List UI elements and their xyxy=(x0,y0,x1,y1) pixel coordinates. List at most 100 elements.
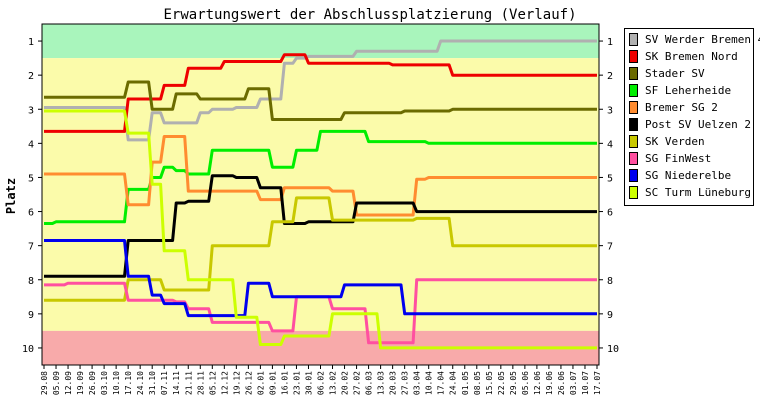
y-tick-label-left: 6 xyxy=(28,208,34,219)
x-tick-label: 08.05 xyxy=(473,371,482,395)
x-tick-label: 06.02 xyxy=(317,371,326,395)
y-ticks-right: 1 2 3 4 5 6 7 8 9 10 xyxy=(599,37,619,355)
legend-label: SG FinWest xyxy=(645,152,712,165)
x-tick-label: 23.01 xyxy=(293,371,302,395)
x-tick-label: 17.07 xyxy=(593,371,602,395)
y-tick-label-left: 8 xyxy=(28,276,34,287)
x-tick-label: 27.02 xyxy=(353,371,362,395)
series-line-1 xyxy=(44,53,597,133)
y-ticks-left: 1 2 3 4 5 6 7 8 9 10 xyxy=(22,37,42,355)
x-tick-label: 20.02 xyxy=(341,371,350,395)
x-tick-label: 05.09 xyxy=(52,371,61,395)
series-line-3 xyxy=(44,129,597,225)
x-tick-label: 19.09 xyxy=(76,371,85,395)
x-tick-label: 26.06 xyxy=(557,371,566,395)
x-tick-label: 27.03 xyxy=(401,371,410,395)
legend-label: SF Leherheide xyxy=(645,84,732,97)
legend-label: SK Verden xyxy=(645,135,705,148)
y-tick-label-right: 6 xyxy=(607,208,613,219)
y-tick-label-right: 9 xyxy=(607,310,613,321)
legend-swatch xyxy=(629,135,638,148)
y-tick-label-right: 4 xyxy=(607,139,613,150)
legend-label: SV Werder Bremen 4 xyxy=(645,33,760,46)
x-tick-label: 07.11 xyxy=(160,371,169,395)
y-tick-label-left: 2 xyxy=(28,71,34,82)
x-tick-label: 10.10 xyxy=(112,371,121,395)
x-tick-label: 05.12 xyxy=(208,371,217,395)
x-tick-label: 30.01 xyxy=(305,371,314,395)
band-1 xyxy=(42,58,599,331)
x-tick-label: 10.07 xyxy=(581,371,590,395)
x-tick-label: 01.05 xyxy=(461,371,470,395)
x-tick-label: 03.04 xyxy=(413,371,422,395)
legend-swatch xyxy=(629,67,638,80)
y-tick-label-right: 2 xyxy=(607,71,613,82)
x-tick-label: 15.05 xyxy=(485,371,494,395)
y-tick-label-right: 5 xyxy=(607,173,613,184)
legend-swatch xyxy=(629,169,638,182)
y-tick-label-right: 10 xyxy=(607,344,619,355)
x-ticks: 29.08 05.09 12.09 19.09 26.09 03.10 10.10 17.10… xyxy=(40,365,602,395)
legend-swatch xyxy=(629,101,638,114)
x-tick-label: 17.04 xyxy=(437,371,446,395)
x-tick-label: 12.06 xyxy=(533,371,542,395)
y-tick-label-right: 3 xyxy=(607,105,613,116)
x-tick-label: 03.10 xyxy=(100,371,109,395)
x-tick-label: 16.01 xyxy=(280,371,289,395)
x-tick-label: 26.09 xyxy=(88,371,97,395)
x-tick-label: 14.11 xyxy=(172,371,181,395)
y-tick-label-left: 3 xyxy=(28,105,34,116)
legend-swatch xyxy=(629,50,638,63)
y-tick-label-left: 9 xyxy=(28,310,34,321)
x-tick-label: 05.06 xyxy=(521,371,530,395)
x-tick-label: 06.03 xyxy=(365,371,374,395)
legend-swatch xyxy=(629,152,638,165)
x-tick-label: 21.11 xyxy=(184,371,193,395)
x-tick-label: 28.11 xyxy=(196,371,205,395)
legend-swatch xyxy=(629,84,638,97)
legend-swatch xyxy=(629,186,638,199)
series-line-2 xyxy=(44,80,597,121)
x-tick-label: 29.08 xyxy=(40,371,49,395)
series-line-8 xyxy=(44,239,597,318)
x-tick-label: 24.04 xyxy=(449,371,458,395)
x-tick-label: 31.10 xyxy=(148,371,157,395)
x-tick-label: 09.01 xyxy=(268,371,277,395)
x-tick-label: 22.05 xyxy=(497,371,506,395)
x-tick-label: 19.06 xyxy=(545,371,554,395)
y-tick-label-right: 7 xyxy=(607,242,613,253)
legend-label: Bremer SG 2 xyxy=(645,101,718,114)
series-line-4 xyxy=(44,135,597,217)
x-tick-label: 12.09 xyxy=(64,371,73,395)
legend-label: Post SV Uelzen 2 xyxy=(645,118,751,131)
series-line-9 xyxy=(44,109,597,350)
y-tick-label-left: 4 xyxy=(28,139,34,150)
background-bands xyxy=(42,24,599,365)
x-tick-label: 19.12 xyxy=(232,371,241,395)
legend-label: Stader SV xyxy=(645,67,705,80)
series-line-0 xyxy=(44,39,597,142)
x-tick-label: 29.05 xyxy=(509,371,518,395)
y-tick-label-right: 8 xyxy=(607,276,613,287)
y-tick-label-left: 10 xyxy=(22,344,34,355)
y-tick-label-left: 1 xyxy=(28,37,34,48)
legend-label: SK Bremen Nord xyxy=(645,50,738,63)
series-layer xyxy=(44,39,597,350)
legend-swatch xyxy=(629,33,638,46)
x-tick-label: 02.01 xyxy=(256,371,265,395)
y-tick-label-left: 7 xyxy=(28,242,34,253)
chart-title: Erwartungswert der Abschlussplatzierung … xyxy=(163,7,576,23)
series-line-5 xyxy=(44,174,597,278)
x-tick-label: 24.10 xyxy=(136,371,145,395)
x-tick-label: 13.03 xyxy=(377,371,386,395)
x-tick-label: 13.02 xyxy=(329,371,338,395)
x-tick-label: 26.12 xyxy=(244,371,253,395)
x-tick-label: 03.07 xyxy=(569,371,578,395)
legend-swatch xyxy=(629,118,638,131)
legend-label: SC Turm Lüneburg xyxy=(645,186,751,199)
x-tick-label: 17.10 xyxy=(124,371,133,395)
x-tick-label: 10.04 xyxy=(425,371,434,395)
series-line-6 xyxy=(44,196,597,302)
legend: SV Werder Bremen 4 SK Bremen Nord Stader S… xyxy=(624,28,760,206)
